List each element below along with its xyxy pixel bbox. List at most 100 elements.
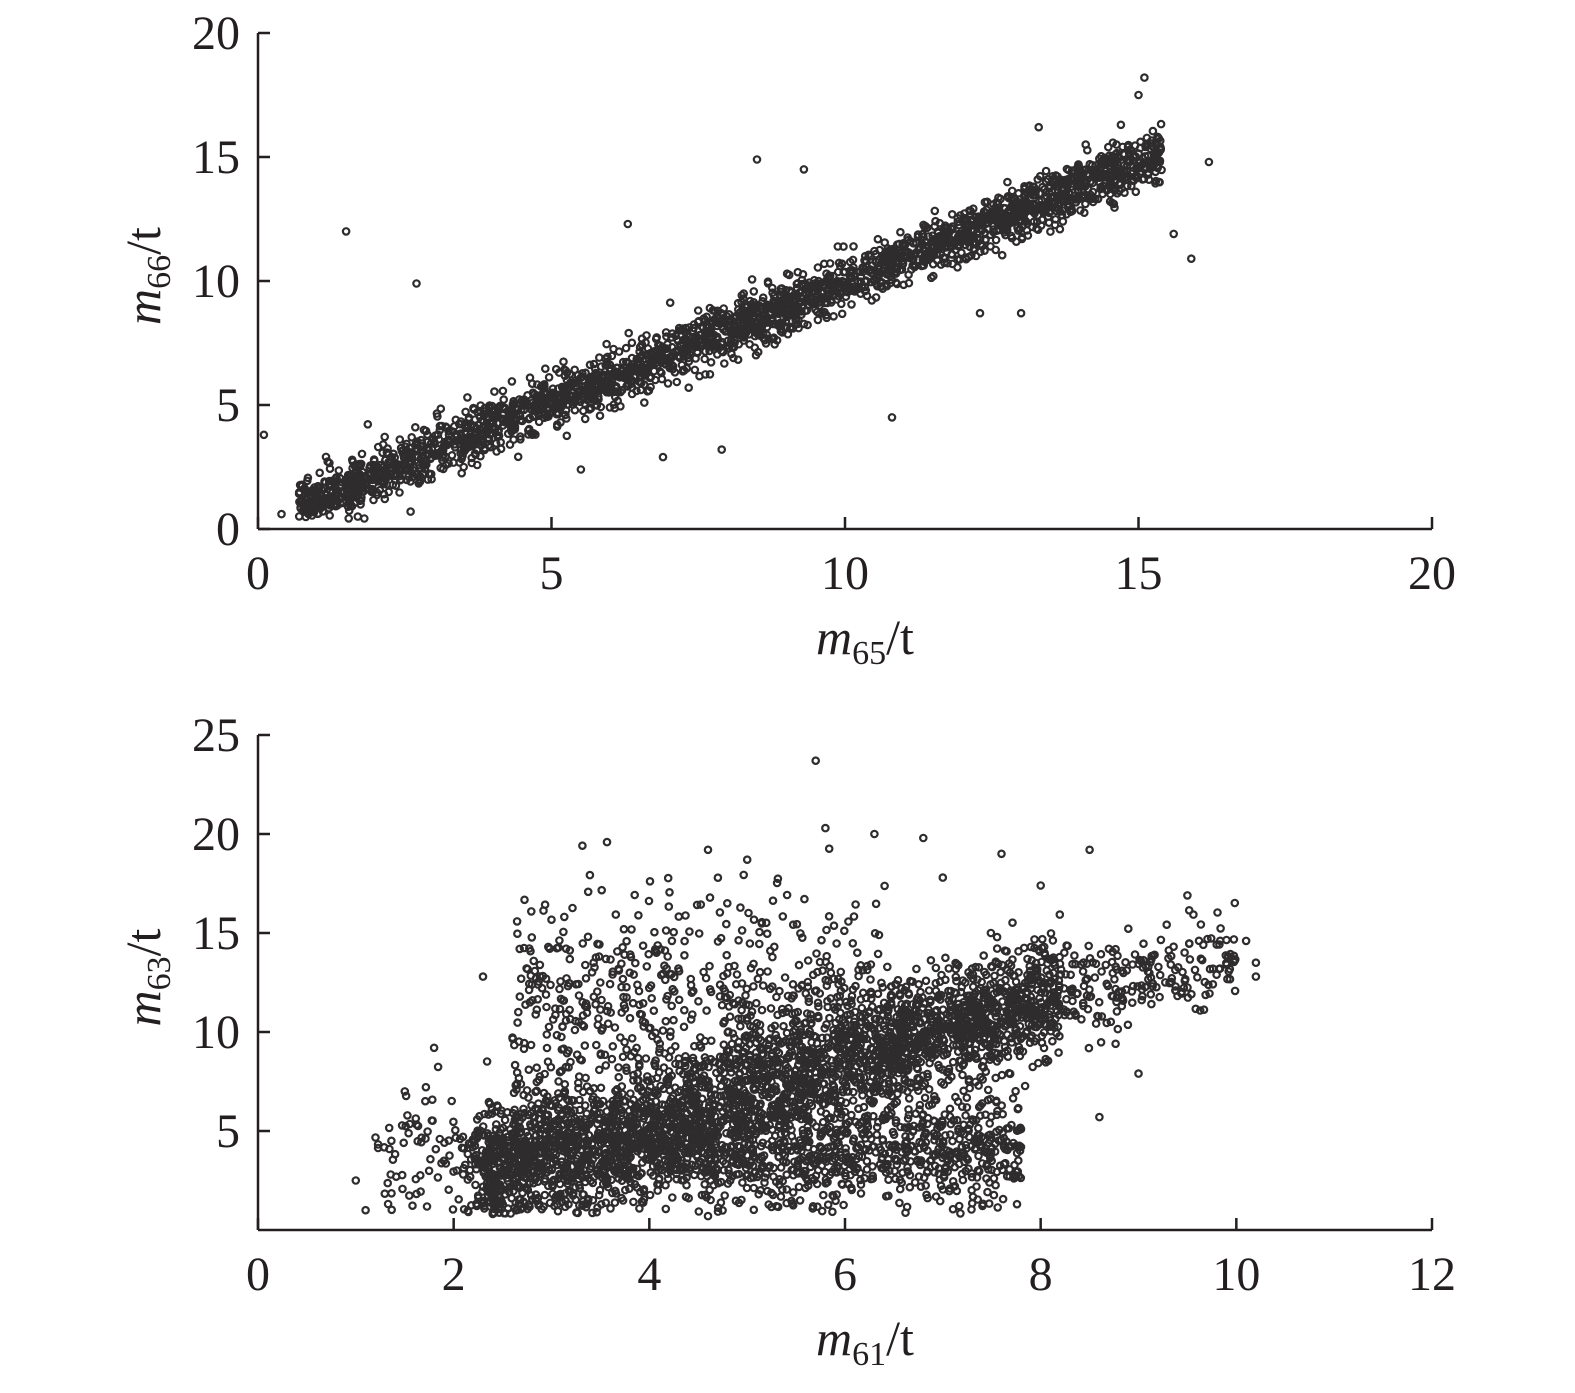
- data-point: [690, 365, 700, 375]
- data-point: [729, 353, 738, 363]
- data-point: [1037, 215, 1047, 225]
- data-point: [515, 395, 524, 404]
- data-point: [796, 292, 805, 302]
- data-point: [994, 1054, 1004, 1063]
- data-point: [745, 296, 755, 306]
- data-point: [658, 452, 668, 462]
- data-point: [488, 422, 497, 432]
- data-point: [1014, 946, 1023, 956]
- data-point: [964, 252, 973, 262]
- data-point: [390, 453, 400, 462]
- data-point: [1027, 186, 1036, 195]
- data-point: [590, 364, 600, 374]
- data-point: [545, 389, 555, 399]
- data-point: [532, 1086, 542, 1096]
- data-point: [1030, 935, 1039, 944]
- data-point: [763, 278, 773, 288]
- data-point: [971, 251, 981, 261]
- data-point: [719, 304, 729, 313]
- data-point: [752, 300, 762, 310]
- data-point: [1004, 193, 1014, 203]
- data-point: [814, 1002, 823, 1011]
- data-point: [552, 409, 561, 419]
- data-point: [971, 221, 981, 231]
- data-point: [825, 271, 835, 281]
- data-point: [369, 460, 378, 470]
- data-point: [1123, 181, 1132, 191]
- data-point: [665, 1086, 675, 1095]
- data-point: [990, 214, 999, 224]
- data-point: [1048, 936, 1058, 945]
- data-point: [1138, 154, 1148, 163]
- data-point: [965, 1051, 974, 1061]
- data-point: [795, 288, 804, 297]
- data-point: [678, 1069, 688, 1079]
- data-point: [354, 459, 364, 469]
- data-point: [1093, 194, 1103, 204]
- data-point: [495, 401, 505, 411]
- data-point: [764, 334, 774, 344]
- data-point: [1063, 200, 1073, 210]
- data-point: [1074, 160, 1083, 169]
- data-point: [935, 218, 945, 228]
- data-point: [829, 271, 838, 281]
- data-point: [614, 1072, 624, 1082]
- data-point: [1151, 147, 1160, 157]
- data-point: [1013, 213, 1022, 222]
- data-point: [923, 255, 933, 265]
- data-point: [1016, 308, 1026, 318]
- data-point: [882, 269, 892, 279]
- data-point: [1148, 126, 1158, 136]
- data-point: [948, 1040, 958, 1050]
- x-tick-label: 15: [1115, 547, 1163, 600]
- data-point: [1034, 122, 1044, 132]
- data-point: [321, 452, 331, 462]
- data-point: [498, 386, 508, 396]
- data-point: [420, 461, 429, 470]
- data-point: [490, 387, 499, 396]
- data-point: [540, 409, 550, 419]
- data-point: [635, 342, 645, 352]
- data-point: [729, 342, 739, 352]
- data-point: [523, 426, 533, 435]
- y-tick-label: 20: [192, 7, 240, 60]
- data-point: [1052, 206, 1061, 216]
- data-point: [912, 964, 921, 974]
- data-point: [277, 509, 286, 519]
- data-point: [823, 291, 833, 301]
- data-point: [919, 261, 929, 270]
- data-point: [1130, 172, 1140, 182]
- data-point: [472, 460, 482, 470]
- data-point: [719, 359, 729, 368]
- data-point: [401, 442, 410, 452]
- data-point: [1022, 226, 1032, 235]
- data-point: [871, 249, 881, 259]
- data-point: [922, 223, 932, 233]
- data-point: [1063, 180, 1073, 189]
- data-point: [994, 214, 1004, 224]
- data-point: [1095, 164, 1104, 174]
- data-point: [596, 402, 606, 412]
- data-point: [997, 250, 1007, 260]
- data-point: [1088, 178, 1097, 188]
- data-point: [983, 1085, 993, 1095]
- data-point: [636, 385, 646, 395]
- data-point: [344, 498, 354, 508]
- data-point: [485, 430, 495, 439]
- data-point: [774, 309, 784, 319]
- data-point: [377, 473, 386, 483]
- data-point: [499, 395, 509, 404]
- data-point: [592, 1207, 602, 1217]
- data-point: [634, 377, 644, 387]
- data-point: [383, 444, 392, 453]
- data-point: [585, 405, 594, 414]
- data-point: [992, 932, 1002, 942]
- data-point: [380, 494, 390, 504]
- data-point: [664, 1053, 674, 1062]
- data-point: [362, 484, 372, 494]
- data-point: [354, 486, 364, 496]
- data-points: [259, 73, 1214, 523]
- data-point: [973, 1123, 983, 1133]
